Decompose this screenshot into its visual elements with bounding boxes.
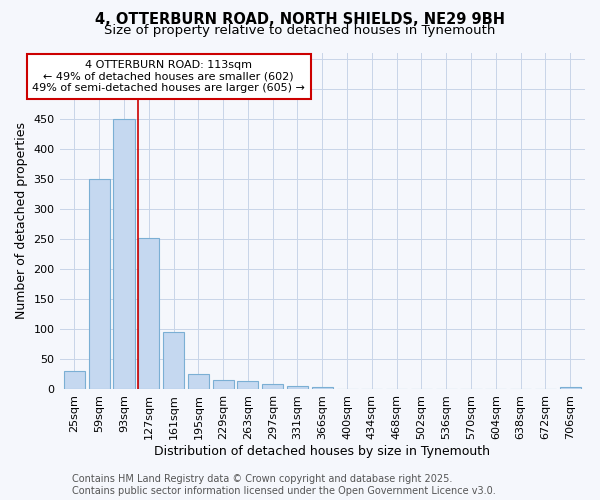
Y-axis label: Number of detached properties: Number of detached properties: [15, 122, 28, 319]
Bar: [212, 380, 233, 389]
Title: 4, OTTERBURN ROAD, NORTH SHIELDS, NE29 9BH
Size of property relative to detached: 4, OTTERBURN ROAD, NORTH SHIELDS, NE29 9…: [0, 499, 1, 500]
Bar: [138, 238, 160, 389]
Bar: [312, 386, 333, 389]
Bar: [262, 384, 283, 389]
Bar: [287, 386, 308, 389]
Bar: [238, 381, 259, 389]
Text: 4, OTTERBURN ROAD, NORTH SHIELDS, NE29 9BH: 4, OTTERBURN ROAD, NORTH SHIELDS, NE29 9…: [95, 12, 505, 28]
Bar: [89, 178, 110, 389]
Bar: [188, 374, 209, 389]
Bar: [163, 332, 184, 389]
Bar: [64, 371, 85, 389]
Text: 4 OTTERBURN ROAD: 113sqm
← 49% of detached houses are smaller (602)
49% of semi-: 4 OTTERBURN ROAD: 113sqm ← 49% of detach…: [32, 60, 305, 93]
Bar: [113, 118, 134, 389]
Text: Size of property relative to detached houses in Tynemouth: Size of property relative to detached ho…: [104, 24, 496, 37]
X-axis label: Distribution of detached houses by size in Tynemouth: Distribution of detached houses by size …: [154, 444, 490, 458]
Text: Contains HM Land Registry data © Crown copyright and database right 2025.
Contai: Contains HM Land Registry data © Crown c…: [72, 474, 496, 496]
Bar: [560, 387, 581, 389]
